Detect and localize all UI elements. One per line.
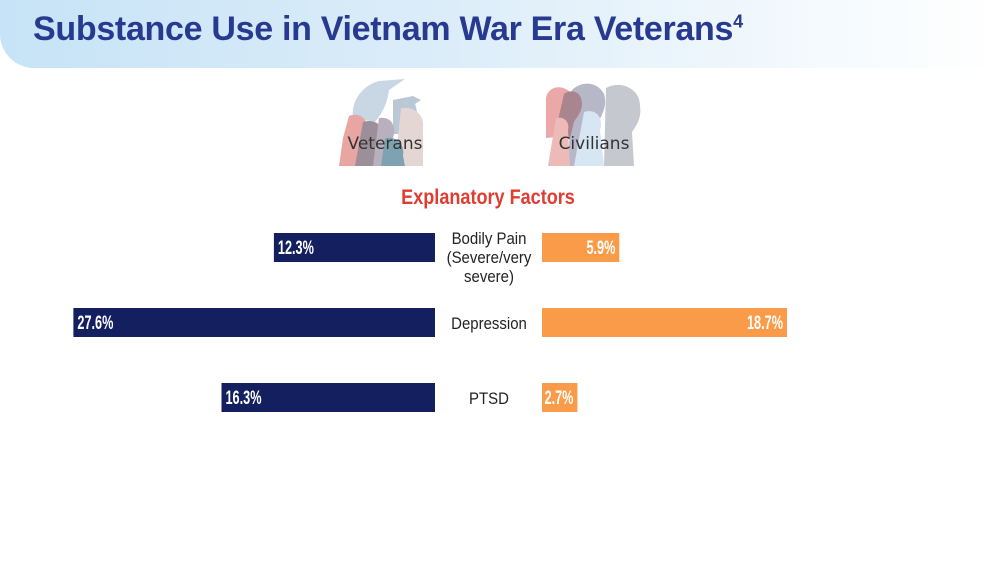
civilian-silhouettes-icon [546,83,641,166]
category-label-bodily-pain: Bodily Pain (Severe/very severe) [446,229,532,286]
civilians-group-header: Civilians [544,78,644,166]
civilians-bar-bodily-pain [542,233,620,262]
civilians-label: Civilians [558,134,630,154]
veteran-silhouettes-icon [339,79,424,166]
veterans-group-header: Veterans [335,78,435,166]
category-label-ptsd: PTSD [469,389,509,408]
explanatory-factors-heading: Explanatory Factors [401,186,575,209]
civilians-value-depression: 18.7% [747,313,783,334]
veterans-bar-depression [73,308,436,337]
title-banner: Substance Use in Vietnam War Era Veteran… [0,0,1000,68]
category-label-depression: Depression [451,314,527,333]
veterans-value-depression: 27.6% [77,313,113,334]
veterans-bar-ptsd [221,383,435,412]
veterans-bar-bodily-pain [273,233,435,262]
page-title: Substance Use in Vietnam War Era Veteran… [33,10,743,49]
title-text: Substance Use in Vietnam War Era Veteran… [33,10,734,48]
veterans-label: Veterans [347,134,423,154]
title-footnote-ref: 4 [733,11,743,32]
civilians-bar-depression [542,308,787,337]
civilians-bar-ptsd [542,383,578,412]
civilians-value-ptsd: 2.7% [545,388,574,409]
veterans-value-bodily-pain: 12.3% [278,238,314,259]
veterans-value-ptsd: 16.3% [226,388,262,409]
civilians-value-bodily-pain: 5.9% [587,238,616,259]
